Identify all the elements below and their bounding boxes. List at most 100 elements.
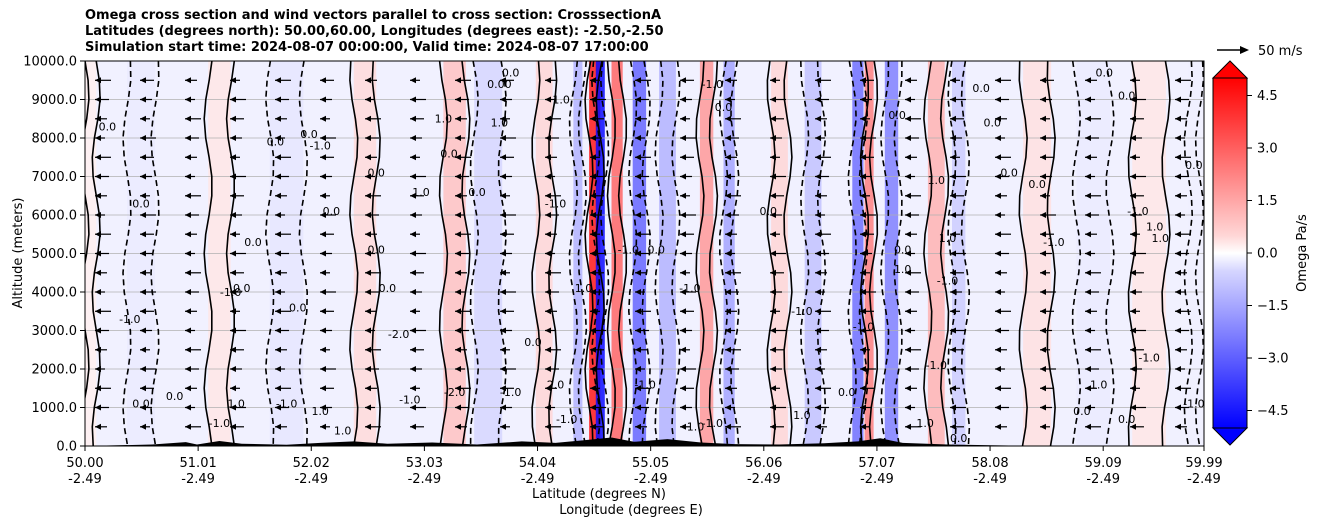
wind-vector-head (905, 250, 911, 257)
wind-vector-head (410, 250, 416, 257)
wind-vector-head (140, 404, 146, 411)
contour-label: -1.0 (276, 398, 297, 411)
wind-vector-head (1130, 173, 1136, 180)
contour-line (718, 61, 729, 446)
wind-vector-head (680, 404, 686, 411)
contour-label: 1.0 (412, 186, 430, 199)
wind-vector-head (1175, 135, 1181, 141)
wind-vector-head (410, 385, 416, 392)
wind-vector-head (185, 327, 191, 334)
wind-vector-head (950, 96, 956, 103)
wind-vector-head (860, 385, 866, 392)
wind-vector-head (725, 135, 731, 141)
colorbar-tick-label: 4.5 (1257, 89, 1278, 104)
wind-vector-head (770, 77, 776, 84)
wind-vector-head (905, 77, 911, 84)
wind-vector-head (500, 366, 506, 372)
contour-label: 0.0 (1118, 413, 1136, 426)
wind-vector-head (815, 308, 821, 315)
wind-vector-head (635, 231, 641, 238)
wind-vector-head (815, 269, 821, 276)
wind-vector-head (1130, 327, 1136, 334)
wind-vector-head (590, 250, 596, 257)
wind-vector-head (320, 269, 326, 276)
wind-vector-head (275, 423, 281, 430)
wind-vector-head (635, 115, 641, 122)
wind-vector-head (770, 192, 776, 199)
contour-label: 0.0 (300, 128, 318, 141)
wind-vector-head (1085, 135, 1091, 141)
wind-vector-head (185, 385, 191, 392)
wind-vector-head (1175, 366, 1181, 372)
wind-vector-head (365, 115, 371, 122)
wind-vector-head (725, 423, 731, 430)
contour-label: -1.0 (500, 386, 521, 399)
wind-vector-head (455, 423, 461, 430)
contour-label: -1.0 (545, 197, 566, 210)
wind-vector-head (185, 212, 191, 218)
wind-vector-head (905, 366, 911, 372)
wind-vector-head (1040, 173, 1046, 180)
wind-vector-head (770, 366, 776, 372)
wind-vector-head (410, 423, 416, 430)
wind-vector-head (950, 231, 956, 238)
wind-vector-head (635, 192, 641, 199)
wind-vector-head (815, 346, 821, 353)
contour-label: 1.0 (894, 263, 912, 276)
contour-label: 1.0 (491, 116, 509, 129)
wind-vector-head (500, 423, 506, 430)
wind-vector-head (455, 327, 461, 334)
wind-vector-head (1040, 289, 1046, 295)
wind-vector-head (680, 423, 686, 430)
wind-vector-head (320, 154, 326, 161)
wind-vector-head (455, 173, 461, 180)
wind-vector-head (140, 250, 146, 257)
contour-line (150, 61, 160, 446)
wind-vector-head (1040, 327, 1046, 334)
wind-vector-head (725, 96, 731, 103)
contour-line (1161, 61, 1171, 446)
wind-vector-head (995, 77, 1001, 84)
contour-label: -1.0 (853, 321, 874, 334)
wind-vector-head (995, 346, 1001, 353)
wind-vector-head (320, 250, 326, 257)
wind-vector-head (905, 154, 911, 161)
contour-label: 1.0 (1090, 378, 1108, 391)
wind-vector-head (230, 231, 236, 238)
contour-label: 1.0 (227, 398, 245, 411)
wind-vector-head (1130, 231, 1136, 238)
contour-label: 0.0 (984, 116, 1002, 129)
x-tick-label-lon: -2.49 (181, 472, 215, 487)
wind-vector-head (545, 308, 551, 315)
contour-label: 0.0 (502, 66, 520, 79)
wind-vector-head (1175, 212, 1181, 218)
contour-label: 0.0 (1118, 90, 1136, 103)
contour-labels: 0.00.0-1.00.00.0-1.01.00.0-1.00.00.00.00… (99, 66, 1204, 445)
x-tick-label-lon: -2.49 (408, 472, 442, 487)
contour-line (783, 61, 793, 446)
wind-vector-head (545, 366, 551, 372)
wind-vector-head (635, 366, 641, 372)
contour-line (122, 61, 132, 446)
wind-vector-head (95, 269, 101, 276)
contour-label: -1.0 (556, 413, 577, 426)
wind-vector-head (590, 154, 596, 161)
contour-label: 1.0 (916, 417, 934, 430)
wind-vector-head (455, 154, 461, 161)
wind-vector-head (725, 346, 731, 353)
wind-vector-head (680, 154, 686, 161)
wind-vector-head (725, 289, 731, 295)
wind-vector-head (1085, 192, 1091, 199)
wind-vector-head (815, 327, 821, 334)
wind-vector-head (545, 135, 551, 141)
contour-label: 0.0 (440, 147, 458, 160)
wind-vector-head (455, 77, 461, 84)
wind-vector-head (1130, 404, 1136, 411)
wind-vector-head (365, 231, 371, 238)
wind-vector-head (860, 346, 866, 353)
wind-vector-head (320, 192, 326, 199)
wind-vector-head (680, 269, 686, 276)
wind-vector-head (500, 154, 506, 161)
wind-vector-head (995, 154, 1001, 161)
wind-vector-head (230, 115, 236, 122)
